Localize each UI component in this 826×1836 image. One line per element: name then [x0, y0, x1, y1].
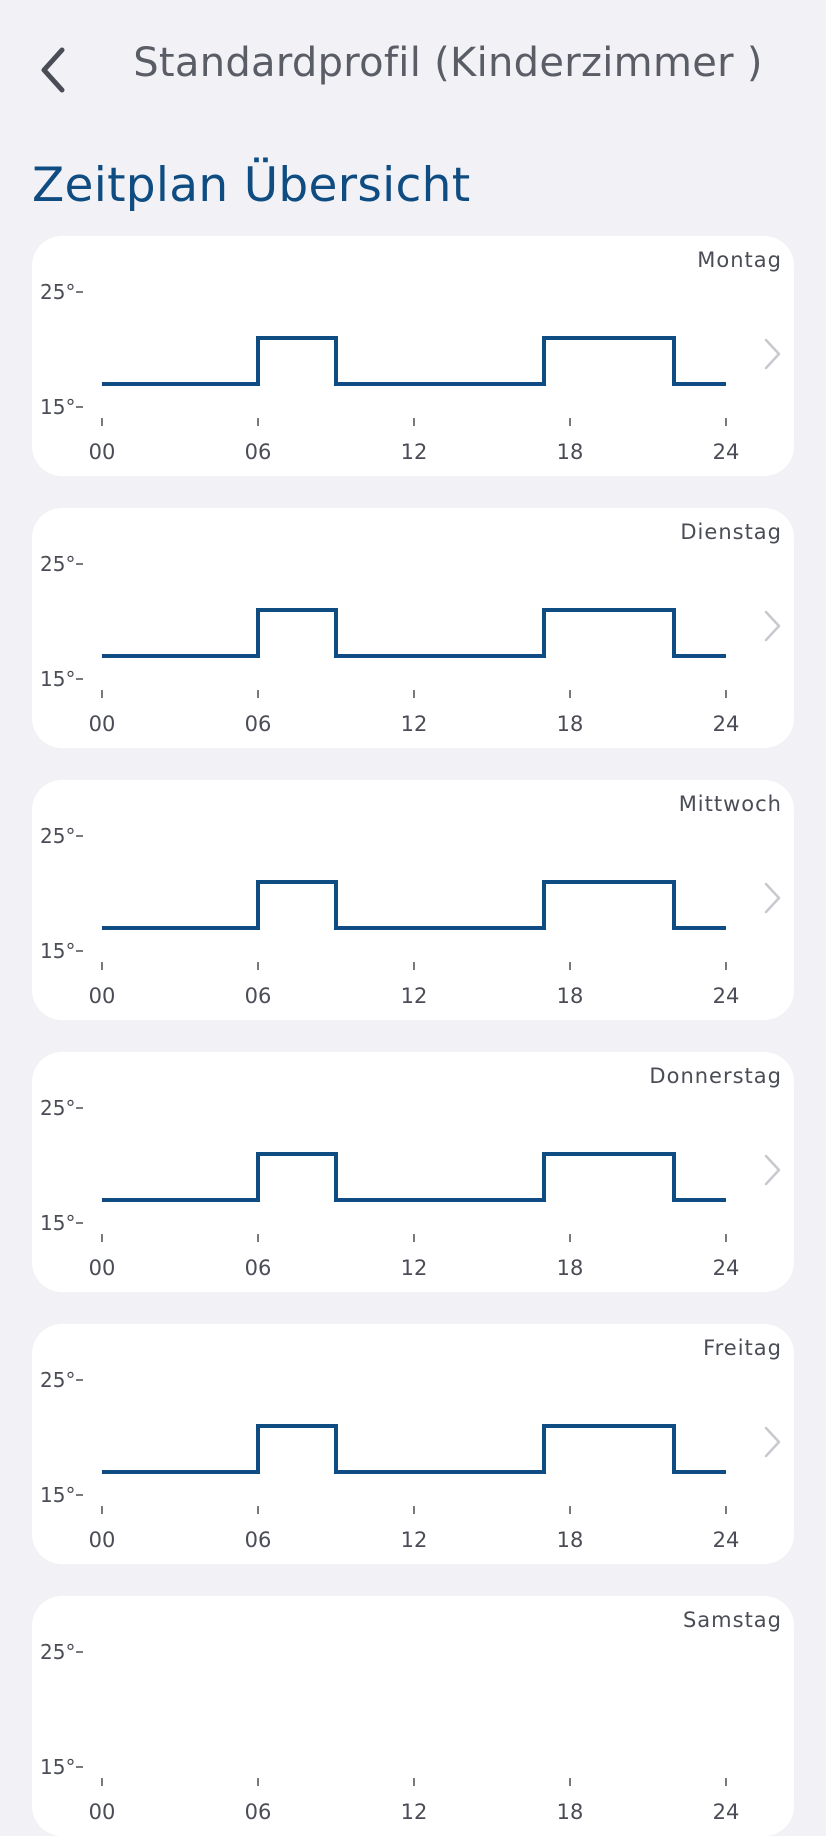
x-tick-label: 12	[401, 984, 428, 1008]
day-card-mittwoch[interactable]: Mittwoch 25° 15° 00 06 12 18 24	[32, 780, 794, 1020]
y-tick-label: 25°	[40, 1096, 75, 1120]
x-tick-label: 06	[245, 712, 272, 736]
x-tick-label: 00	[89, 440, 116, 464]
schedule-chart: 25° 15° 00 06 12 18 24	[40, 1368, 740, 1552]
x-tick-label: 18	[557, 1256, 584, 1280]
day-label: Dienstag	[680, 520, 782, 544]
chevron-right-icon[interactable]	[762, 1424, 784, 1460]
day-label: Montag	[697, 248, 782, 272]
x-tick-label: 12	[401, 1800, 428, 1824]
schedule-chart: 25° 15° 00 06 12 18 24	[40, 1096, 740, 1280]
y-tick-label: 15°	[40, 395, 75, 419]
day-label: Samstag	[682, 1608, 782, 1632]
x-tick-label: 18	[557, 1528, 584, 1552]
x-tick-label: 00	[89, 712, 116, 736]
x-tick-label: 00	[89, 1528, 116, 1552]
y-tick-label: 25°	[40, 1368, 75, 1392]
schedule-chart: 25° 15° 00 06 12 18 24	[40, 824, 740, 1008]
x-tick-label: 12	[401, 712, 428, 736]
temperature-schedule-line	[102, 608, 726, 658]
temperature-schedule-line	[102, 880, 726, 930]
day-label: Donnerstag	[649, 1064, 782, 1088]
x-tick-label: 24	[713, 712, 740, 736]
x-tick-label: 00	[89, 1800, 116, 1824]
x-tick-label: 24	[713, 1528, 740, 1552]
chevron-right-icon[interactable]	[762, 880, 784, 916]
schedule-chart: 25° 15° 00 06 12 18 24	[40, 280, 740, 464]
chevron-left-icon	[41, 47, 65, 93]
y-tick-label: 15°	[40, 939, 75, 963]
day-card-samstag[interactable]: Samstag 25° 15° 00 06 12 18 24	[32, 1596, 794, 1836]
x-tick-label: 06	[245, 1256, 272, 1280]
x-tick-label: 00	[89, 984, 116, 1008]
x-tick-label: 12	[401, 1256, 428, 1280]
day-label: Freitag	[703, 1336, 782, 1360]
y-tick-label: 25°	[40, 824, 75, 848]
y-tick-label: 15°	[40, 1211, 75, 1235]
day-card-freitag[interactable]: Freitag 25° 15° 00 06 12 18 24	[32, 1324, 794, 1564]
day-card-donnerstag[interactable]: Donnerstag 25° 15° 00 06 12 18 24	[32, 1052, 794, 1292]
chevron-right-icon[interactable]	[762, 336, 784, 372]
page-title: Standardprofil (Kinderzimmer )	[133, 40, 763, 86]
x-tick-label: 00	[89, 1256, 116, 1280]
y-tick-label: 25°	[40, 280, 75, 304]
back-button[interactable]	[36, 44, 76, 96]
chevron-right-icon[interactable]	[762, 1152, 784, 1188]
y-tick-label: 25°	[40, 1640, 75, 1664]
x-tick-label: 12	[401, 440, 428, 464]
chevron-right-icon[interactable]	[762, 608, 784, 644]
y-tick-label: 25°	[40, 552, 75, 576]
x-tick-label: 06	[245, 440, 272, 464]
x-tick-label: 06	[245, 1528, 272, 1552]
x-tick-label: 18	[557, 984, 584, 1008]
x-tick-label: 24	[713, 440, 740, 464]
temperature-schedule-line	[102, 1152, 726, 1202]
y-tick-label: 15°	[40, 667, 75, 691]
temperature-schedule-line	[102, 1424, 726, 1474]
x-tick-label: 06	[245, 1800, 272, 1824]
day-card-montag[interactable]: Montag 25° 15° 00 06 12 18 24	[32, 236, 794, 476]
x-tick-label: 18	[557, 440, 584, 464]
x-tick-label: 24	[713, 1800, 740, 1824]
temperature-schedule-line	[102, 336, 726, 386]
x-tick-label: 12	[401, 1528, 428, 1552]
x-tick-label: 18	[557, 1800, 584, 1824]
schedule-chart: 25° 15° 00 06 12 18 24	[40, 552, 740, 736]
day-label: Mittwoch	[678, 792, 782, 816]
schedule-chart: 25° 15° 00 06 12 18 24	[40, 1640, 740, 1824]
x-tick-label: 24	[713, 984, 740, 1008]
top-bar: Standardprofil (Kinderzimmer )	[0, 0, 826, 140]
x-tick-label: 06	[245, 984, 272, 1008]
y-tick-label: 15°	[40, 1483, 75, 1507]
section-title: Zeitplan Übersicht	[32, 158, 471, 213]
x-tick-label: 18	[557, 712, 584, 736]
day-card-dienstag[interactable]: Dienstag 25° 15° 00 06 12 18 24	[32, 508, 794, 748]
x-tick-label: 24	[713, 1256, 740, 1280]
y-tick-label: 15°	[40, 1755, 75, 1779]
